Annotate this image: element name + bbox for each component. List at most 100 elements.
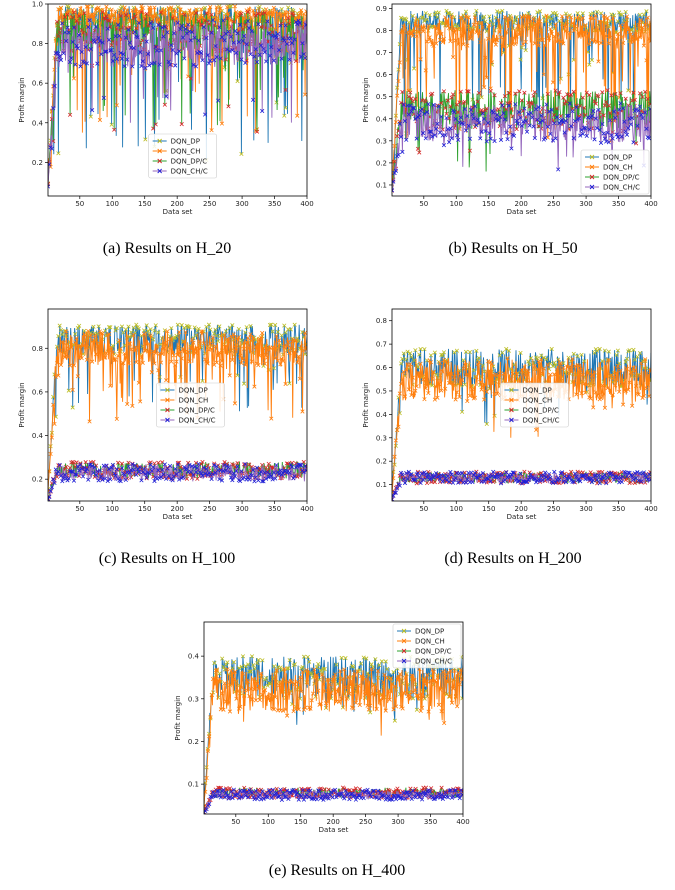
- data-point: [143, 137, 148, 142]
- data-point: [199, 329, 204, 334]
- y-tick-label: 0.6: [32, 388, 44, 396]
- data-point: [589, 38, 595, 43]
- data-point: [344, 696, 349, 701]
- data-point: [326, 796, 331, 801]
- data-point: [239, 685, 244, 690]
- data-point: [404, 357, 409, 362]
- data-point: [71, 10, 77, 15]
- data-point: [240, 38, 245, 43]
- data-point: [646, 36, 651, 41]
- data-point: [448, 788, 453, 793]
- data-point: [215, 339, 221, 344]
- data-point: [475, 117, 480, 122]
- data-point: [218, 795, 223, 800]
- data-point: [402, 480, 408, 486]
- x-tick-label: 50: [419, 505, 428, 513]
- legend-label-3: DQN_CH/C: [171, 168, 208, 176]
- data-point: [151, 25, 156, 30]
- data-point: [317, 677, 322, 682]
- x-tick-label: 100: [450, 505, 463, 513]
- data-point: [508, 376, 513, 381]
- data-point: [228, 348, 234, 353]
- data-point: [540, 106, 545, 111]
- data-point: [428, 476, 434, 481]
- data-point: [353, 797, 358, 802]
- data-point: [199, 50, 204, 55]
- data-point: [452, 109, 457, 115]
- data-point: [410, 105, 415, 111]
- data-point: [151, 465, 156, 470]
- data-point: [269, 45, 274, 50]
- data-point: [440, 669, 445, 674]
- data-point: [606, 103, 611, 108]
- data-point: [420, 705, 425, 710]
- data-point: [556, 31, 561, 36]
- data-point: [565, 113, 570, 118]
- data-point: [302, 55, 307, 61]
- data-point: [455, 704, 460, 709]
- legend-label-1: DQN_CH: [603, 164, 633, 172]
- data-point: [196, 19, 201, 24]
- data-point: [103, 16, 108, 21]
- data-point: [238, 22, 243, 27]
- data-point: [540, 118, 545, 123]
- data-point: [615, 134, 620, 140]
- data-point: [322, 787, 327, 792]
- data-point: [552, 469, 557, 474]
- data-point: [489, 473, 495, 478]
- data-point: [531, 93, 536, 98]
- data-point: [78, 6, 83, 11]
- data-point: [492, 138, 497, 144]
- data-point: [147, 5, 152, 10]
- data-point: [295, 22, 300, 27]
- data-point: [518, 471, 523, 476]
- data-point: [152, 461, 157, 466]
- data-point: [588, 476, 593, 482]
- data-point: [235, 79, 240, 84]
- data-point: [166, 59, 171, 64]
- data-point: [70, 15, 75, 20]
- data-point: [165, 329, 170, 334]
- x-axis-label: Data set: [163, 208, 193, 216]
- data-point: [308, 788, 313, 793]
- data-point: [259, 671, 264, 676]
- data-point: [269, 795, 274, 800]
- data-point: [295, 360, 300, 365]
- data-point: [408, 478, 413, 483]
- data-point: [279, 690, 284, 695]
- data-point: [223, 468, 228, 473]
- data-point: [379, 659, 384, 664]
- legend-label-0: DQN_DP: [178, 387, 207, 395]
- data-point: [579, 352, 584, 357]
- data-point: [80, 30, 86, 36]
- data-point: [644, 58, 649, 63]
- data-point: [395, 677, 400, 683]
- data-point: [379, 692, 384, 698]
- data-point: [269, 416, 274, 421]
- data-point: [515, 121, 521, 126]
- data-point: [393, 168, 398, 173]
- data-point: [282, 344, 287, 349]
- data-point: [255, 681, 260, 686]
- series-markers-1: [48, 328, 307, 494]
- data-point: [256, 686, 261, 691]
- data-point: [220, 691, 225, 696]
- data-point: [286, 666, 291, 671]
- y-tick-label: 0.8: [32, 40, 43, 48]
- data-point: [273, 322, 278, 328]
- data-point: [318, 796, 323, 801]
- data-point: [274, 333, 279, 338]
- data-point: [183, 330, 188, 335]
- data-point: [175, 322, 180, 327]
- data-point: [252, 54, 257, 59]
- data-point: [287, 350, 292, 355]
- data-point: [169, 42, 174, 48]
- data-point: [557, 89, 562, 95]
- data-point: [287, 21, 292, 26]
- data-point: [571, 28, 576, 34]
- data-point: [384, 796, 390, 801]
- data-point: [545, 124, 550, 129]
- y-tick-label: 0.3: [188, 695, 199, 703]
- data-point: [117, 338, 122, 343]
- data-point: [443, 673, 448, 678]
